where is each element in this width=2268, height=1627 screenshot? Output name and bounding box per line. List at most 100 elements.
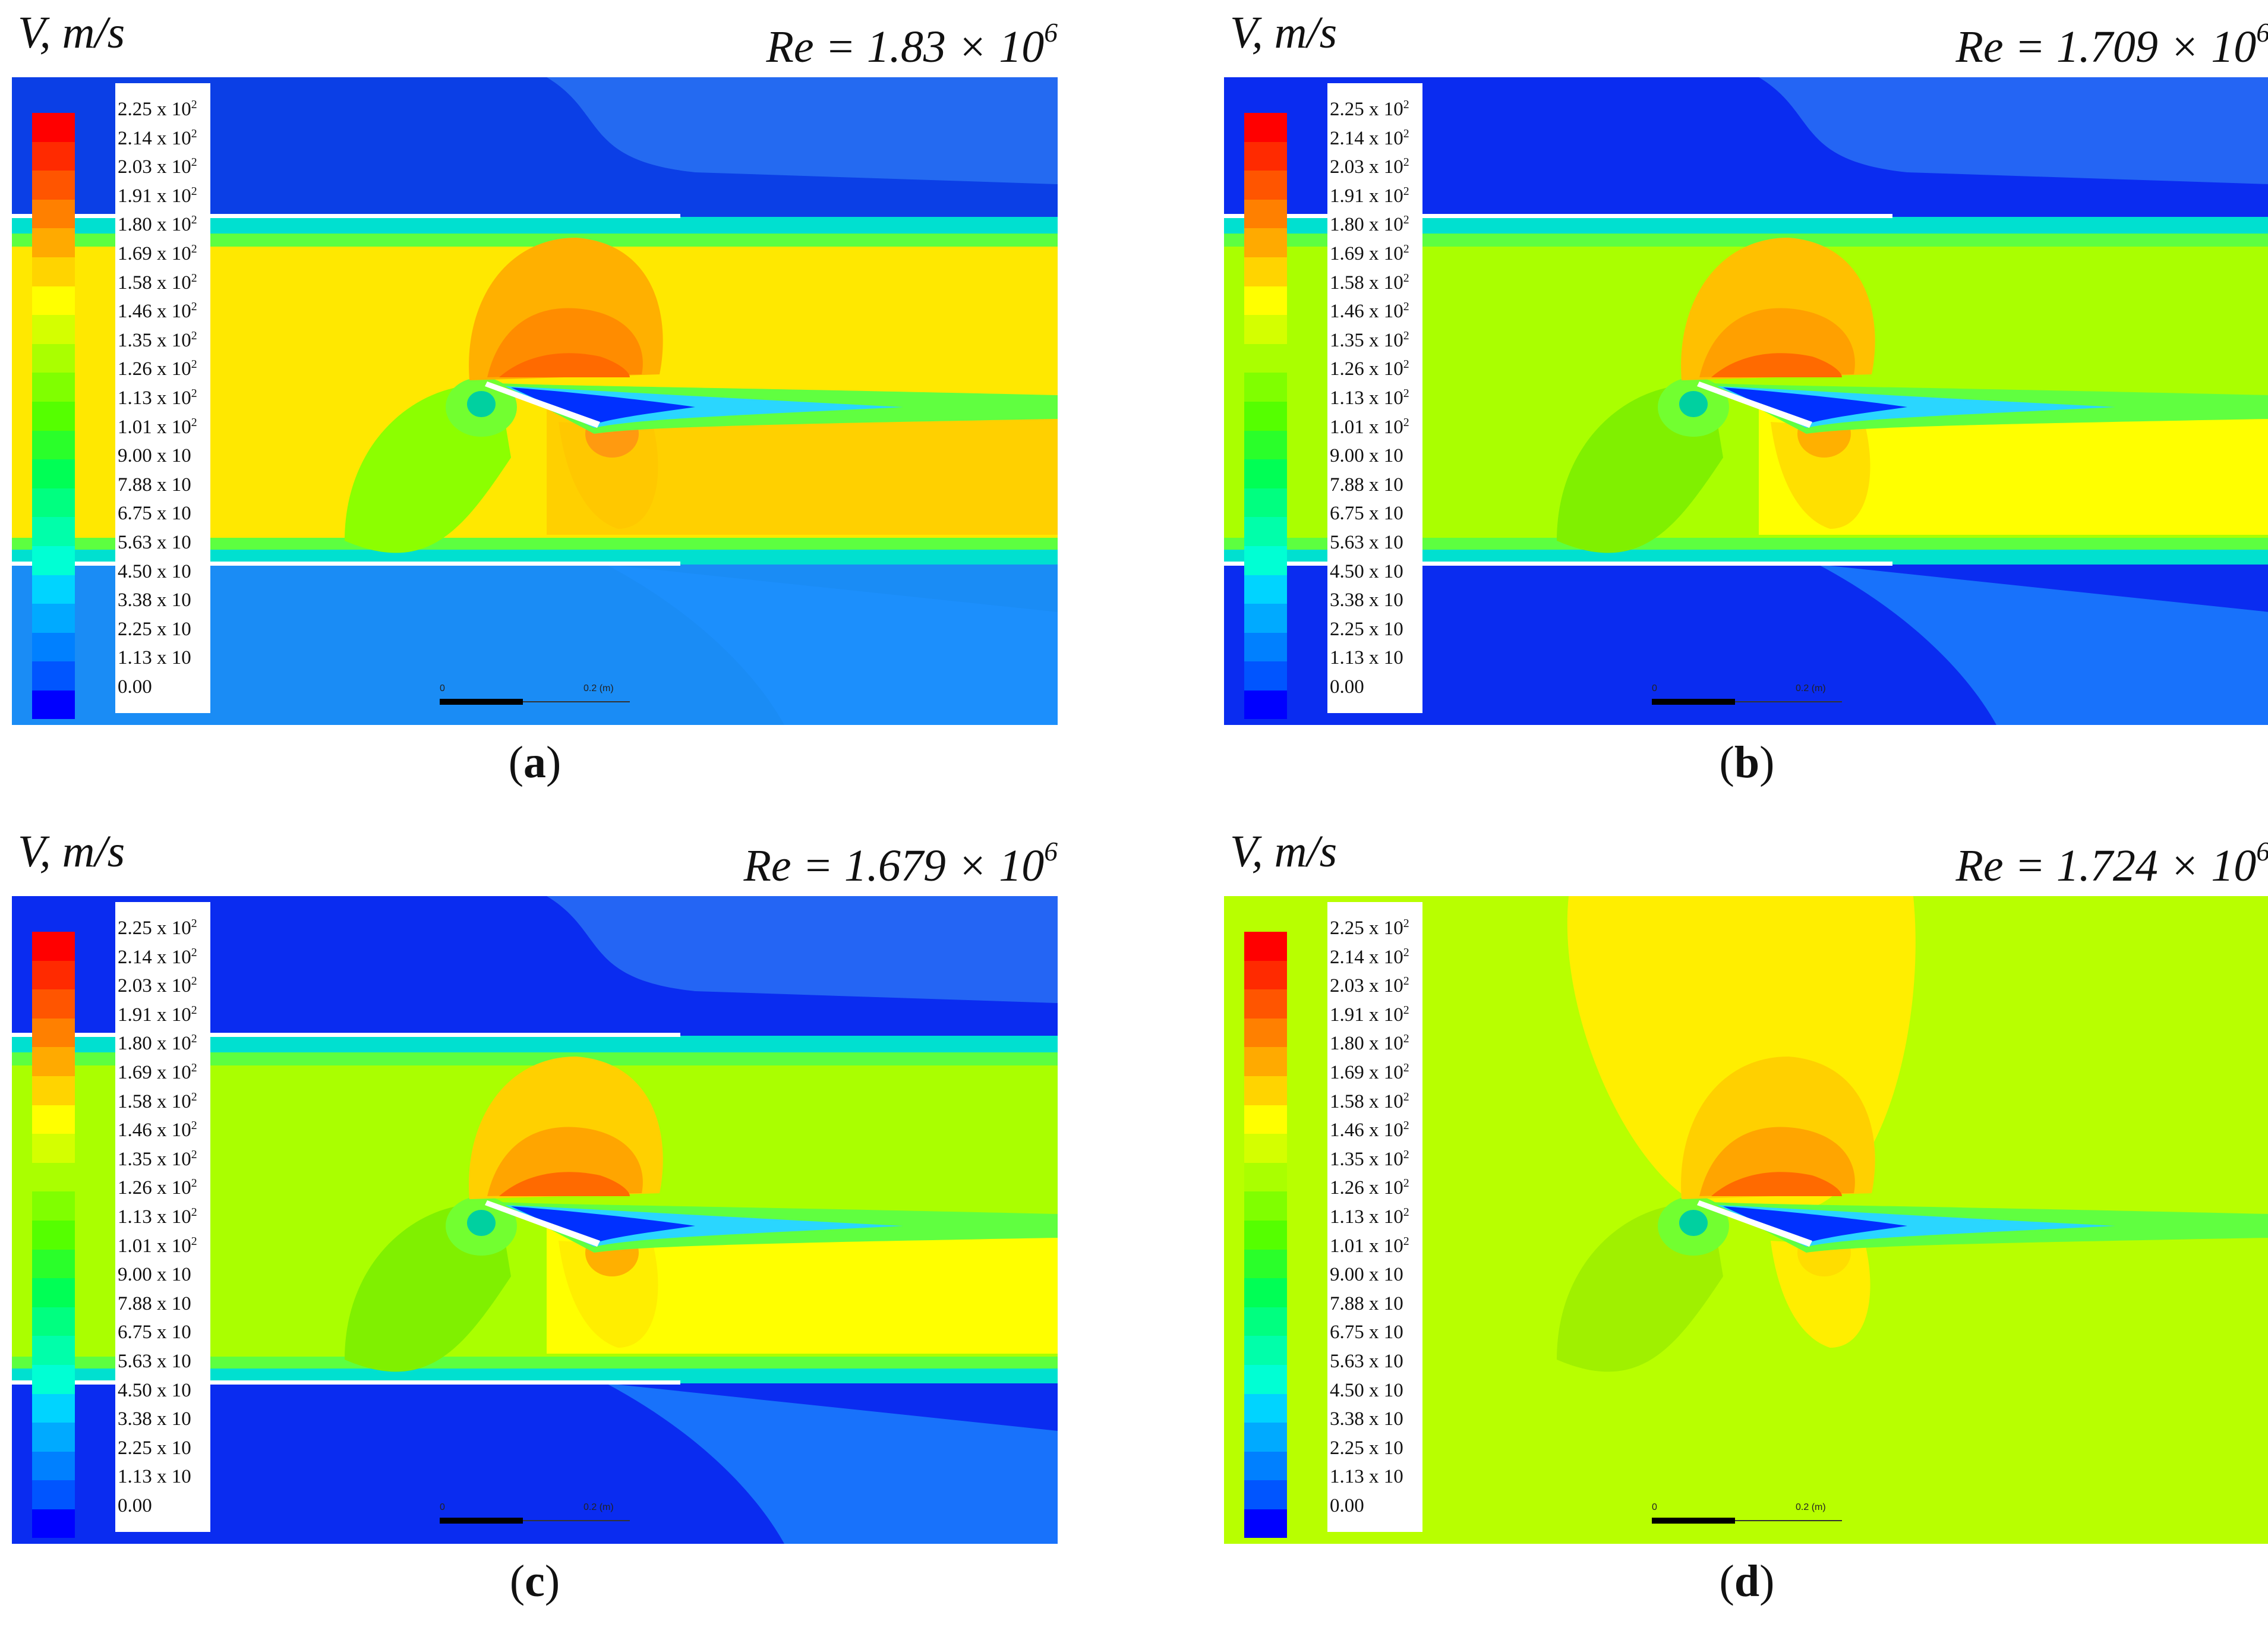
shear-layer-bottom-green (1224, 538, 2268, 550)
legend-tick-label: 1.01 x 102 (118, 1234, 197, 1257)
legend-tick-label: 9.00 x 10 (1330, 1264, 1403, 1286)
panel-caption: (b) (1719, 737, 1775, 787)
legend-tick-label: 3.38 x 10 (118, 589, 191, 611)
legend-swatch (1244, 430, 1287, 460)
legend-swatch (1244, 1105, 1287, 1134)
wake-core (511, 387, 695, 425)
nozzle-wall-bottom (12, 1380, 680, 1385)
legend-swatch (1244, 401, 1287, 431)
legend-tick-label: 1.58 x 102 (118, 1090, 197, 1112)
legend-swatch (1244, 228, 1287, 257)
legend-swatch (1244, 1076, 1287, 1105)
legend-labels: 2.25 x 102 2.14 x 102 2.03 x 102 1.91 x 102… (115, 83, 210, 713)
legend-tick-label: 1.91 x 102 (118, 1003, 197, 1026)
vortex-core (1679, 391, 1708, 417)
legend-swatch (1244, 199, 1287, 229)
scale-bar: 0 0.2 (m) (440, 1502, 636, 1526)
legend-swatch (32, 401, 75, 431)
variable-label: V, m/s (18, 827, 125, 876)
airfoil (1697, 1200, 1812, 1247)
legend-tick-label: 6.75 x 10 (1330, 503, 1403, 525)
legend-tick-label: 0.00 (1330, 676, 1364, 698)
legend-tick-label: 2.03 x 102 (1330, 975, 1409, 997)
legend-tick-label: 5.63 x 10 (118, 531, 191, 553)
legend-swatch (32, 1393, 75, 1423)
panel-a: V, m/s Re = 1.83 × 106 2.25 x 102 2.14 x … (12, 0, 1058, 808)
legend-swatch (1244, 632, 1287, 662)
legend-swatch (1244, 1509, 1287, 1538)
legend-swatch (1244, 1393, 1287, 1423)
legend-tick-label: 1.46 x 102 (1330, 1119, 1409, 1142)
lower-bubble (1771, 422, 1870, 529)
legend-swatch (1244, 989, 1287, 1019)
legend-tick-label: 1.01 x 102 (1330, 415, 1409, 438)
legend-tick-label: 2.25 x 10 (118, 618, 191, 640)
legend-tick-label: 1.13 x 102 (118, 1206, 197, 1228)
scale-end-label: 0.2 (m) (1796, 683, 1826, 693)
legend-swatch (1244, 1336, 1287, 1365)
legend-tick-label: 1.13 x 102 (1330, 387, 1409, 409)
shear-layer-top-green (12, 1052, 1058, 1065)
contour-plot: 2.25 x 102 2.14 x 102 2.03 x 102 1.91 x 102… (12, 896, 1058, 1544)
legend-swatch (32, 1278, 75, 1307)
legend-swatch (32, 1220, 75, 1250)
wake-core (1723, 387, 1907, 425)
legend-tick-label: 1.35 x 102 (1330, 1147, 1409, 1170)
outer-top-gradient (547, 77, 1058, 184)
legend-swatch (1244, 1480, 1287, 1509)
legend-tick-label: 1.46 x 102 (1330, 300, 1409, 323)
legend-tick-label: 9.00 x 10 (118, 1264, 191, 1286)
legend-swatch (32, 199, 75, 229)
legend-tick-label: 0.00 (118, 676, 152, 698)
scale-bar-filled (1652, 699, 1735, 705)
legend-tick-label: 4.50 x 10 (1330, 1379, 1403, 1401)
legend-swatch (32, 661, 75, 690)
variable-label: V, m/s (1230, 827, 1338, 876)
legend-swatch (32, 1018, 75, 1048)
legend-colorbar (1244, 113, 1287, 720)
color-legend: 2.25 x 102 2.14 x 102 2.03 x 102 1.91 x 102… (1244, 83, 1422, 720)
scale-bar: 0 0.2 (m) (1652, 1502, 1848, 1526)
outer-bottom-gradient (606, 565, 1058, 725)
legend-tick-label: 1.26 x 102 (118, 358, 197, 380)
legend-tick-label: 1.80 x 102 (1330, 213, 1409, 236)
legend-tick-label: 3.38 x 10 (118, 1408, 191, 1430)
legend-tick-label: 2.25 x 102 (1330, 98, 1409, 120)
lower-bubble (1771, 1241, 1870, 1348)
legend-tick-label: 1.58 x 102 (1330, 271, 1409, 294)
legend-tick-label: 1.46 x 102 (118, 1119, 197, 1142)
lower-bubble (559, 1241, 658, 1348)
legend-tick-label: 7.88 x 10 (118, 1292, 191, 1314)
contour-plot: 2.25 x 102 2.14 x 102 2.03 x 102 1.91 x 102… (12, 77, 1058, 725)
legend-swatch (32, 1307, 75, 1336)
legend-swatch (1244, 315, 1287, 344)
nozzle-wall-top (1224, 214, 1892, 218)
legend-swatch (1244, 1249, 1287, 1279)
legend-swatch (1244, 1451, 1287, 1481)
outer-bottom-gradient (606, 1383, 1058, 1544)
legend-tick-label: 1.69 x 102 (1330, 1061, 1409, 1083)
shear-layer-top-green (1224, 234, 2268, 247)
wake-core (1723, 1206, 1907, 1244)
panel-c: V, m/s Re = 1.679 × 106 2.25 x 102 2.14 x… (12, 819, 1058, 1627)
scale-bar: 0 0.2 (m) (440, 683, 636, 707)
legend-tick-label: 1.91 x 102 (118, 184, 197, 207)
legend-tick-label: 1.01 x 102 (1330, 1234, 1409, 1257)
legend-swatch (32, 1162, 75, 1192)
reynolds-number: Re = 1.83 × 106 (766, 17, 1058, 72)
panel-caption: (c) (509, 1556, 560, 1606)
legend-tick-label: 7.88 x 10 (118, 474, 191, 496)
legend-swatch (32, 488, 75, 518)
legend-tick-label: 1.13 x 10 (118, 647, 191, 669)
vortex-core (467, 391, 496, 417)
legend-swatch (1244, 1162, 1287, 1192)
legend-swatch (32, 286, 75, 316)
scale-bar-line (523, 1520, 630, 1521)
legend-tick-label: 2.25 x 10 (1330, 618, 1403, 640)
nozzle-wall-bottom (1224, 562, 1892, 566)
legend-swatch (32, 604, 75, 633)
legend-colorbar (1244, 932, 1287, 1538)
scale-end-label: 0.2 (m) (583, 683, 614, 693)
airfoil (485, 381, 600, 428)
legend-swatch (32, 1480, 75, 1509)
